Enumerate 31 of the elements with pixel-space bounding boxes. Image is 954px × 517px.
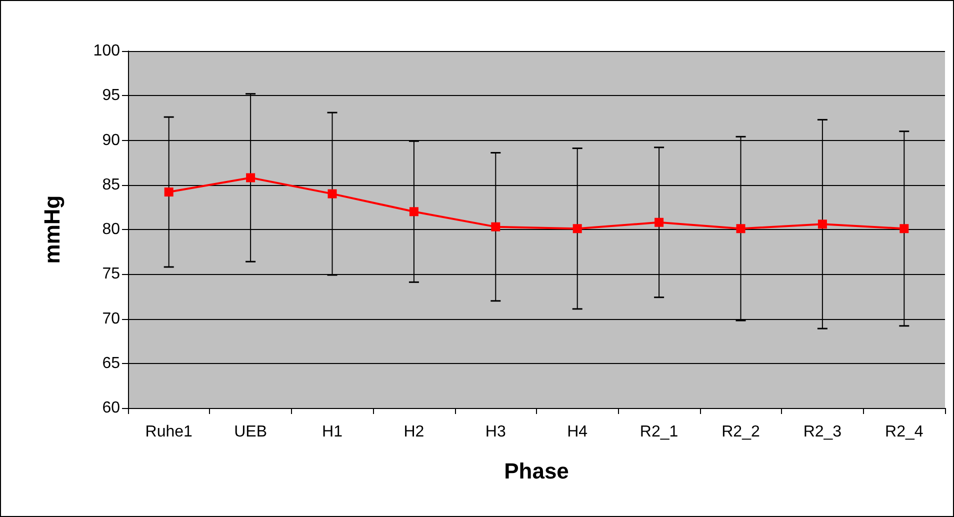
x-tick-label: R2_2 <box>722 424 760 440</box>
y-tick-label: 70 <box>102 310 120 328</box>
point <box>900 224 909 234</box>
y-tick-label: 90 <box>102 132 120 149</box>
x-tick-label: H4 <box>567 424 588 440</box>
point <box>654 218 664 227</box>
point <box>491 222 500 232</box>
x-tick-label: R2_3 <box>803 424 842 440</box>
point <box>246 173 256 182</box>
point <box>409 207 418 216</box>
x-tick-label: H2 <box>404 424 424 440</box>
point <box>818 220 827 229</box>
y-tick-label: 80 <box>102 221 120 238</box>
y-tick-label: 60 <box>102 400 120 416</box>
x-tick-label: H1 <box>322 424 343 440</box>
y-tick-label: 65 <box>102 354 120 372</box>
point <box>736 224 746 234</box>
x-tick-label: H3 <box>485 424 506 440</box>
point <box>328 189 337 198</box>
y-tick-label: 100 <box>93 42 120 60</box>
x-axis-title: Phase <box>504 458 569 484</box>
point <box>572 224 582 234</box>
x-tick-label: R2_4 <box>885 424 924 440</box>
y-tick-label: 75 <box>102 266 120 283</box>
point <box>164 188 174 197</box>
x-tick-label: R2_1 <box>640 424 678 440</box>
y-axis-title: mmHg <box>40 195 64 264</box>
x-tick-label: UEB <box>234 424 268 440</box>
y-tick-label: 85 <box>102 176 120 194</box>
y-tick-label: 95 <box>102 87 120 104</box>
x-tick-label: Ruhe1 <box>145 424 193 440</box>
